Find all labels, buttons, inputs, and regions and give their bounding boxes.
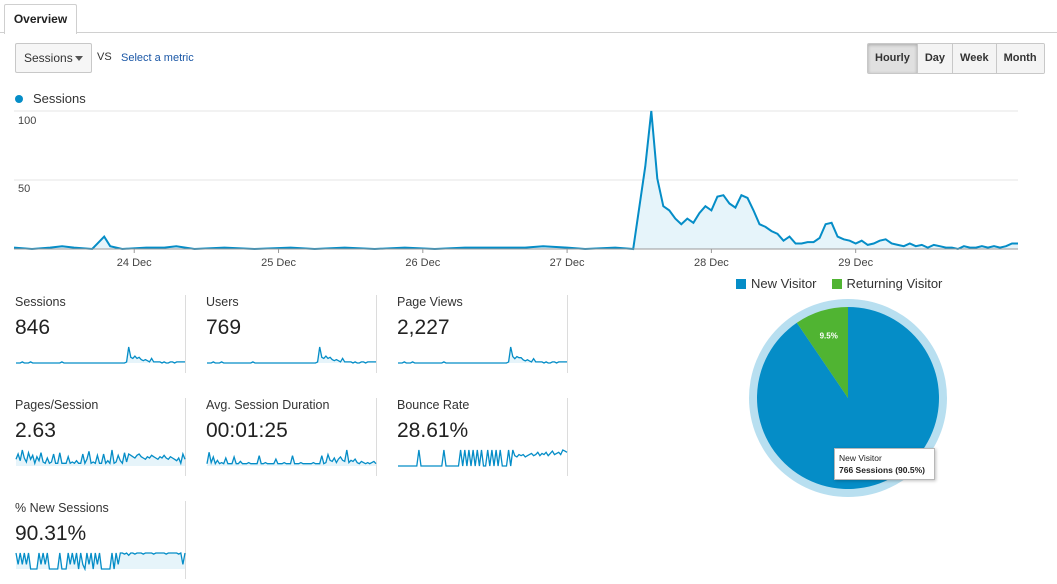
metric-value: 769 <box>206 316 242 339</box>
y-tick-50: 50 <box>18 183 30 195</box>
tab-bar: Overview <box>0 0 1057 34</box>
week-button[interactable]: Week <box>953 44 997 73</box>
legend-sessions-label: Sessions <box>33 91 86 106</box>
legend-new-visitor-label: New Visitor <box>751 276 817 291</box>
metric-label: Pages/Session <box>15 398 99 412</box>
metric-new-sessions[interactable]: % New Sessions 90.31% <box>15 501 186 579</box>
metric-bounce-rate[interactable]: Bounce Rate 28.61% <box>397 398 568 476</box>
metric-value: 2,227 <box>397 316 450 339</box>
legend-swatch-icon <box>831 278 842 289</box>
month-button[interactable]: Month <box>996 44 1044 73</box>
sparkline-line <box>207 346 376 364</box>
metric-label: % New Sessions <box>15 501 109 515</box>
metric-avg-session-duration[interactable]: Avg. Session Duration 00:01:25 <box>206 398 377 476</box>
x-tick-label: 27 Dec <box>550 257 585 269</box>
tooltip-title: New Visitor <box>839 453 882 463</box>
pie-slice-returning-visitor[interactable] <box>796 307 848 398</box>
sessions-line <box>13 110 1018 251</box>
metric-label: Avg. Session Duration <box>206 398 330 412</box>
vs-label: VS <box>97 51 112 63</box>
granularity-toggle: Hourly Day Week Month <box>867 43 1045 74</box>
chevron-down-icon <box>75 56 83 61</box>
sparkline-line <box>398 449 568 467</box>
x-tick-label: 25 Dec <box>261 257 296 269</box>
sparkline <box>16 346 185 364</box>
legend-new-visitor[interactable]: New Visitor <box>736 276 817 291</box>
x-tick-label: 24 Dec <box>117 257 152 269</box>
sparkline-line <box>16 346 185 364</box>
sparkline <box>15 449 186 466</box>
metric-dropdown[interactable]: Sessions <box>15 43 92 73</box>
tooltip-value: 766 Sessions (90.5%) <box>839 465 925 475</box>
x-tick-label: 26 Dec <box>405 257 440 269</box>
legend-swatch-icon <box>736 278 746 289</box>
hourly-button[interactable]: Hourly <box>868 44 918 73</box>
metric-value: 28.61% <box>397 419 469 442</box>
legend-dot-icon <box>15 94 23 103</box>
metric-value: 2.63 <box>15 419 56 442</box>
pie-label-returning: 9.5% <box>820 331 838 340</box>
metric-dropdown-value: Sessions <box>24 51 73 65</box>
legend-returning-visitor[interactable]: Returning Visitor <box>831 276 943 291</box>
sparkline-area <box>398 347 567 363</box>
select-metric-link[interactable]: Select a metric <box>121 52 194 64</box>
metric-users[interactable]: Users 769 <box>206 295 377 373</box>
metric-sessions[interactable]: Sessions 846 <box>15 295 186 373</box>
metric-label: Users <box>206 295 239 309</box>
sparkline <box>206 449 377 466</box>
metric-pages-per-session[interactable]: Pages/Session 2.63 <box>15 398 186 476</box>
pie-slice-new-visitor[interactable] <box>757 307 940 489</box>
x-tick-label: 29 Dec <box>838 257 873 269</box>
sessions-line-chart: 100 50 24 Dec 25 Dec 26 Dec 27 Dec 28 Dec 29 … <box>13 110 1018 269</box>
sparkline-area <box>207 450 376 466</box>
sparkline-area <box>16 347 185 363</box>
metric-label: Sessions <box>15 295 66 309</box>
metric-page-views[interactable]: Page Views 2,227 <box>397 295 568 373</box>
sparkline-line <box>398 346 567 364</box>
sparkline-line <box>206 449 377 466</box>
pie-tooltip: New Visitor 766 Sessions (90.5%) <box>834 448 935 480</box>
sparkline <box>15 552 186 571</box>
tab-overview[interactable]: Overview <box>4 4 77 34</box>
sparkline-area <box>207 347 376 363</box>
metric-label: Bounce Rate <box>397 398 470 412</box>
pie-legend: New Visitor Returning Visitor <box>736 276 957 291</box>
metric-value: 90.31% <box>15 522 87 545</box>
day-button[interactable]: Day <box>917 44 954 73</box>
sparkline-line <box>15 449 186 466</box>
sparkline <box>398 346 567 364</box>
chart-legend: Sessions <box>15 91 86 106</box>
metric-value: 00:01:25 <box>206 419 288 442</box>
metric-label: Page Views <box>397 295 463 309</box>
y-tick-100: 100 <box>18 115 36 127</box>
visitor-pie-chart: 9.5% <box>749 299 947 497</box>
metric-value: 846 <box>15 316 51 339</box>
legend-returning-visitor-label: Returning Visitor <box>846 276 943 291</box>
sparkline <box>398 449 568 467</box>
sparkline-line <box>15 552 186 571</box>
sparkline <box>207 346 376 364</box>
x-tick-label: 28 Dec <box>694 257 729 269</box>
